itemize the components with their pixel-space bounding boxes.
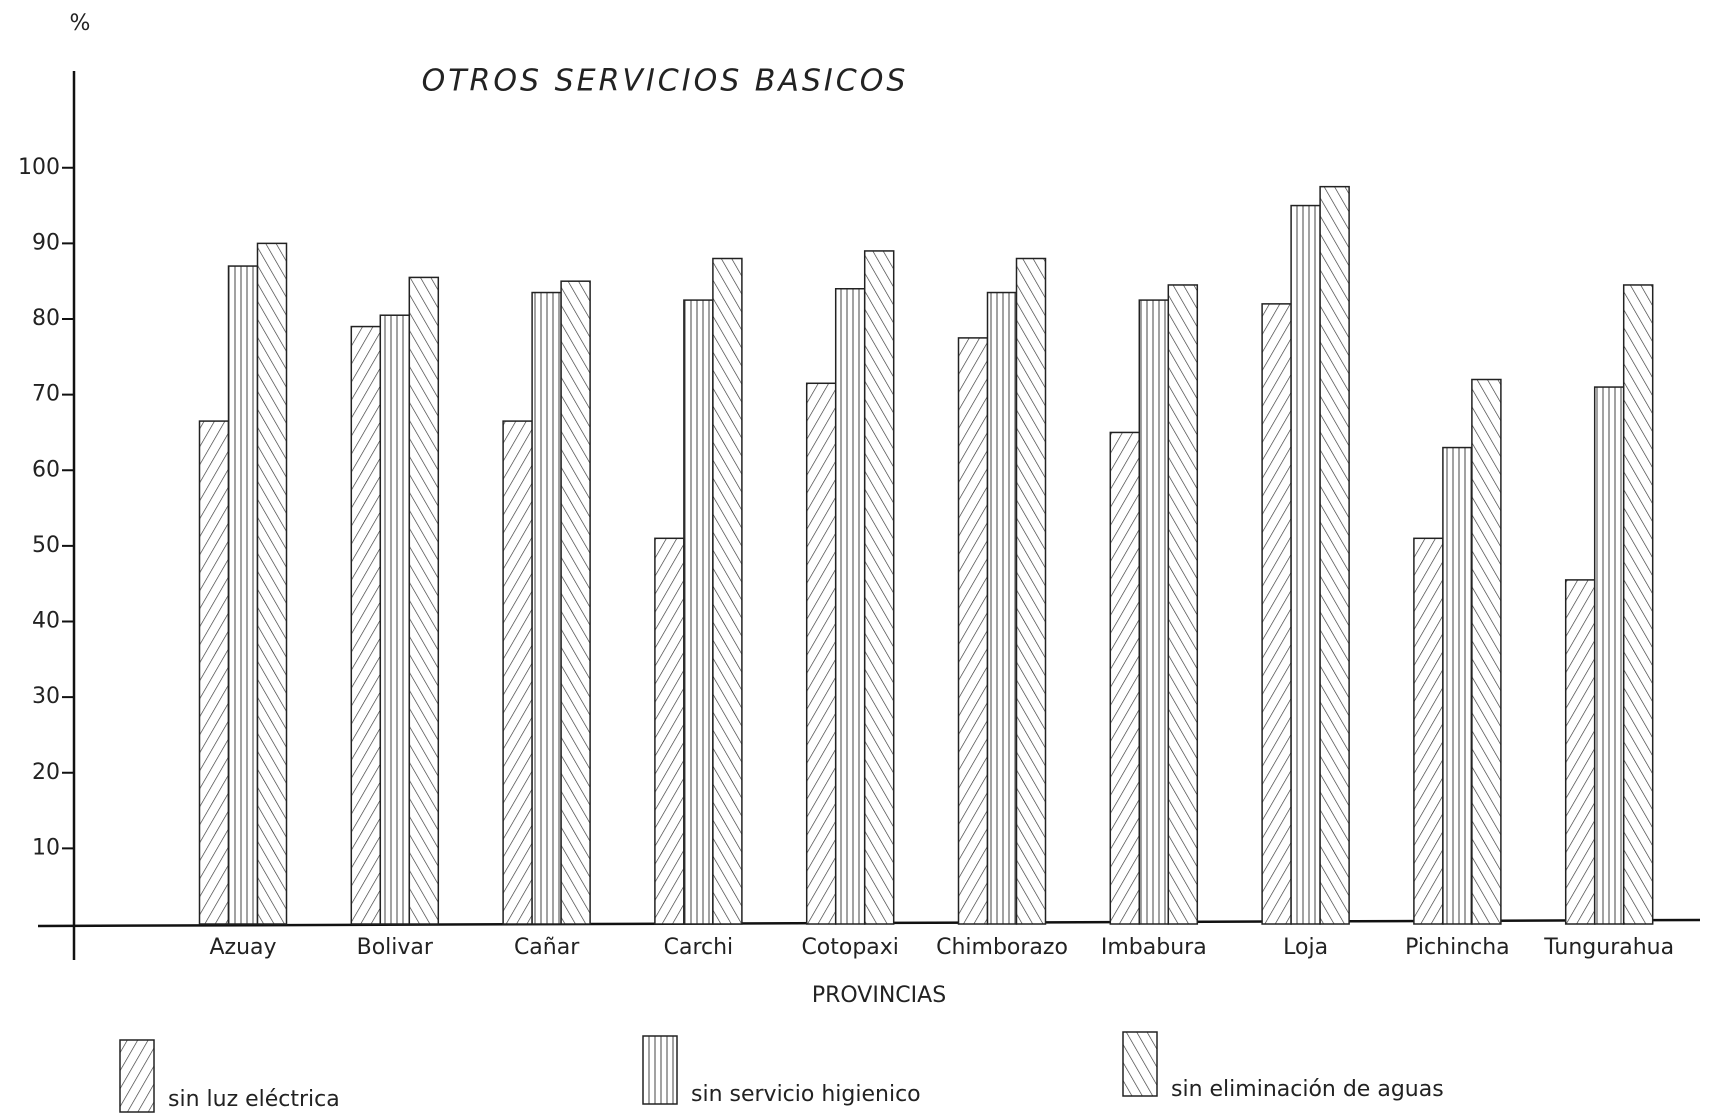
bar — [1261, 303, 1292, 925]
bar — [1319, 185, 1350, 925]
y-tick-label: 70 — [32, 382, 60, 407]
y-tick-label: 80 — [32, 306, 60, 331]
bar — [1413, 537, 1444, 925]
y-tick-label: 50 — [32, 533, 60, 558]
bar — [1622, 284, 1654, 925]
bar — [957, 337, 989, 925]
legend-label: sin eliminación de aguas — [1171, 1077, 1444, 1102]
x-tick-label: Imbabura — [1101, 935, 1207, 960]
bar — [350, 325, 382, 925]
x-tick-label: Carchi — [664, 935, 734, 960]
bar — [256, 242, 288, 925]
bar — [712, 257, 743, 925]
bar — [1471, 378, 1502, 925]
x-tick-label: Tungurahua — [1543, 935, 1674, 960]
bar — [654, 537, 685, 925]
y-tick-label: 40 — [32, 609, 60, 634]
legend-label: sin servicio higienico — [691, 1082, 921, 1107]
bar — [408, 276, 440, 925]
y-tick-label: 100 — [18, 155, 60, 180]
x-tick-label: Cotopaxi — [801, 935, 899, 960]
bar — [531, 291, 562, 925]
legend-swatch — [642, 1035, 678, 1105]
bar — [1564, 579, 1596, 925]
bar — [834, 288, 866, 925]
bar — [1109, 431, 1141, 925]
y-tick-label: 90 — [32, 230, 60, 255]
x-tick-label: Chimborazo — [936, 935, 1068, 960]
bar — [198, 420, 230, 925]
bar — [379, 314, 411, 925]
bar — [1442, 446, 1473, 925]
y-tick-label: 30 — [32, 684, 60, 709]
bar — [1593, 386, 1625, 925]
x-axis-label: PROVINCIAS — [812, 983, 946, 1008]
bar — [1167, 284, 1199, 925]
y-tick-label: 10 — [32, 835, 60, 860]
x-tick-label: Bolivar — [357, 935, 434, 960]
bar — [560, 280, 591, 925]
bar — [227, 265, 259, 925]
y-tick-label: 60 — [32, 457, 60, 482]
x-tick-label: Loja — [1283, 935, 1328, 960]
x-tick-label: Pichincha — [1405, 935, 1510, 960]
y-axis-label: % — [70, 11, 91, 36]
legend-swatch — [1122, 1031, 1158, 1097]
bar — [986, 291, 1018, 925]
bar — [1290, 204, 1321, 925]
bar — [863, 250, 895, 925]
bar — [1015, 257, 1047, 925]
x-tick-label: Cañar — [514, 935, 580, 960]
legend-swatch — [119, 1039, 155, 1113]
bar — [502, 420, 533, 925]
chart-title: OTROS SERVICIOS BASICOS — [422, 64, 909, 99]
x-tick-label: Azuay — [209, 935, 276, 960]
bar — [1138, 299, 1170, 925]
legend-label: sin luz eléctrica — [168, 1087, 340, 1112]
bar — [805, 382, 837, 925]
bar — [683, 299, 714, 925]
y-tick-label: 20 — [32, 760, 60, 785]
